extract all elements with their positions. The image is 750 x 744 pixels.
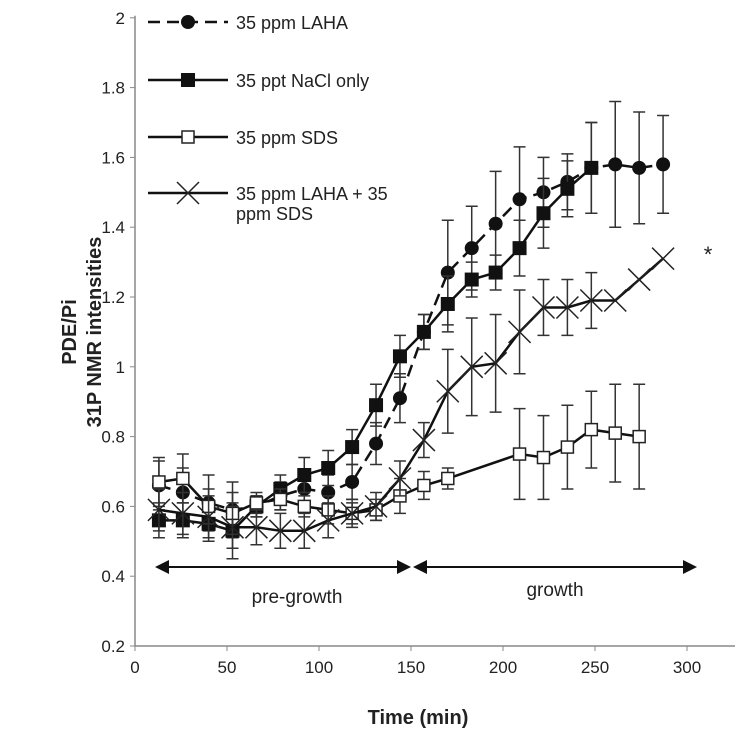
data-point xyxy=(508,320,532,344)
growth-label: growth xyxy=(526,580,583,601)
data-point xyxy=(440,296,455,311)
legend: 35 ppm LAHA 35 ppt NaCl only 35 ppm SDS 35 … xyxy=(148,13,388,224)
annotations: pre-growth growth * xyxy=(155,242,713,608)
data-point xyxy=(316,508,340,532)
significance-asterisk: * xyxy=(704,242,713,267)
data-point xyxy=(512,192,527,207)
data-point xyxy=(268,519,292,543)
data-point xyxy=(579,288,603,313)
data-point xyxy=(369,398,384,413)
data-point xyxy=(292,519,316,543)
x-tick-label: 0 xyxy=(130,658,139,677)
data-point xyxy=(392,391,407,406)
y-axis-label-1: PDE/Pi xyxy=(59,299,81,365)
data-point xyxy=(369,436,384,451)
legend-label: 35 ppm SDS xyxy=(236,128,338,148)
data-point xyxy=(416,324,431,339)
y-tick-label: 1.8 xyxy=(101,79,125,98)
legend-marker xyxy=(181,15,195,29)
data-point xyxy=(220,515,245,539)
y-tick-label: 2 xyxy=(116,9,125,28)
data-point xyxy=(560,440,575,454)
series-3 xyxy=(147,247,675,550)
y-tick-label: 0.8 xyxy=(101,428,125,447)
data-point xyxy=(512,447,527,461)
data-point xyxy=(627,268,651,292)
data-point xyxy=(512,241,527,256)
y-tick-label: 1.2 xyxy=(101,288,125,307)
data-point xyxy=(584,160,599,175)
data-point xyxy=(560,181,575,196)
data-point xyxy=(608,157,623,172)
data-point xyxy=(464,241,479,256)
data-point xyxy=(388,466,412,491)
data-point xyxy=(176,471,190,486)
data-point xyxy=(488,265,503,280)
data-point xyxy=(345,474,360,489)
data-point xyxy=(412,428,436,452)
legend-marker xyxy=(176,181,200,205)
data-point xyxy=(531,295,556,320)
data-point xyxy=(321,461,336,476)
data-point xyxy=(603,288,627,313)
legend-label: 35 ppm LAHA + 35 xyxy=(236,184,388,204)
y-tick-label: 1 xyxy=(116,358,125,377)
data-point xyxy=(273,492,288,507)
series-group xyxy=(147,100,675,560)
legend-label: 35 ppm LAHA xyxy=(236,13,348,33)
data-point xyxy=(171,501,195,525)
x-tick-label: 300 xyxy=(673,658,701,677)
data-point xyxy=(345,440,360,455)
x-tick-label: 250 xyxy=(581,658,609,677)
data-point xyxy=(417,478,431,493)
x-tick-label: 150 xyxy=(397,658,425,677)
data-point xyxy=(584,422,599,437)
data-point xyxy=(364,494,388,518)
legend-marker xyxy=(181,73,195,87)
data-point xyxy=(460,355,484,379)
y-tick-label: 0.2 xyxy=(101,637,125,656)
data-point xyxy=(152,475,166,489)
data-point xyxy=(436,379,460,403)
y-tick-label: 1.6 xyxy=(101,148,125,167)
series-2 xyxy=(152,383,646,536)
x-axis-label: Time (min) xyxy=(368,707,469,729)
legend-marker xyxy=(181,130,195,144)
legend-label: ppm SDS xyxy=(236,204,313,224)
data-point xyxy=(488,216,503,231)
data-point xyxy=(197,505,221,529)
data-point xyxy=(484,351,508,375)
legend-label: 35 ppt NaCl only xyxy=(236,71,369,91)
y-tick-label: 0.6 xyxy=(101,497,125,516)
data-point xyxy=(297,499,312,514)
series-line xyxy=(158,163,664,512)
data-point xyxy=(244,515,268,539)
pre-growth-label: pre-growth xyxy=(252,587,343,608)
y-tick-label: 1.4 xyxy=(101,218,125,237)
data-point xyxy=(632,429,646,444)
series-line xyxy=(158,166,593,533)
y-axis-label-2: 31P NMR intensities xyxy=(84,237,106,428)
series-line xyxy=(158,257,664,533)
x-tick-label: 200 xyxy=(489,658,517,677)
y-tick-label: 0.4 xyxy=(101,567,125,586)
data-point xyxy=(340,501,364,525)
data-point xyxy=(632,160,647,175)
data-point xyxy=(249,496,264,510)
data-point xyxy=(608,426,622,440)
data-point xyxy=(441,471,455,486)
data-point xyxy=(297,467,312,482)
data-point xyxy=(147,498,171,522)
data-point xyxy=(555,295,579,320)
data-point xyxy=(536,450,551,465)
data-point xyxy=(656,157,671,172)
data-point xyxy=(392,349,407,364)
data-point xyxy=(651,247,675,271)
x-tick-label: 100 xyxy=(305,658,333,677)
axes: 0.2 0.4 0.6 0.8 1 1.2 1.4 1.6 1.8 2 0 50 100 150 200 25… xyxy=(101,9,735,677)
data-point xyxy=(464,272,479,287)
data-point xyxy=(536,206,551,221)
x-tick-label: 50 xyxy=(218,658,237,677)
